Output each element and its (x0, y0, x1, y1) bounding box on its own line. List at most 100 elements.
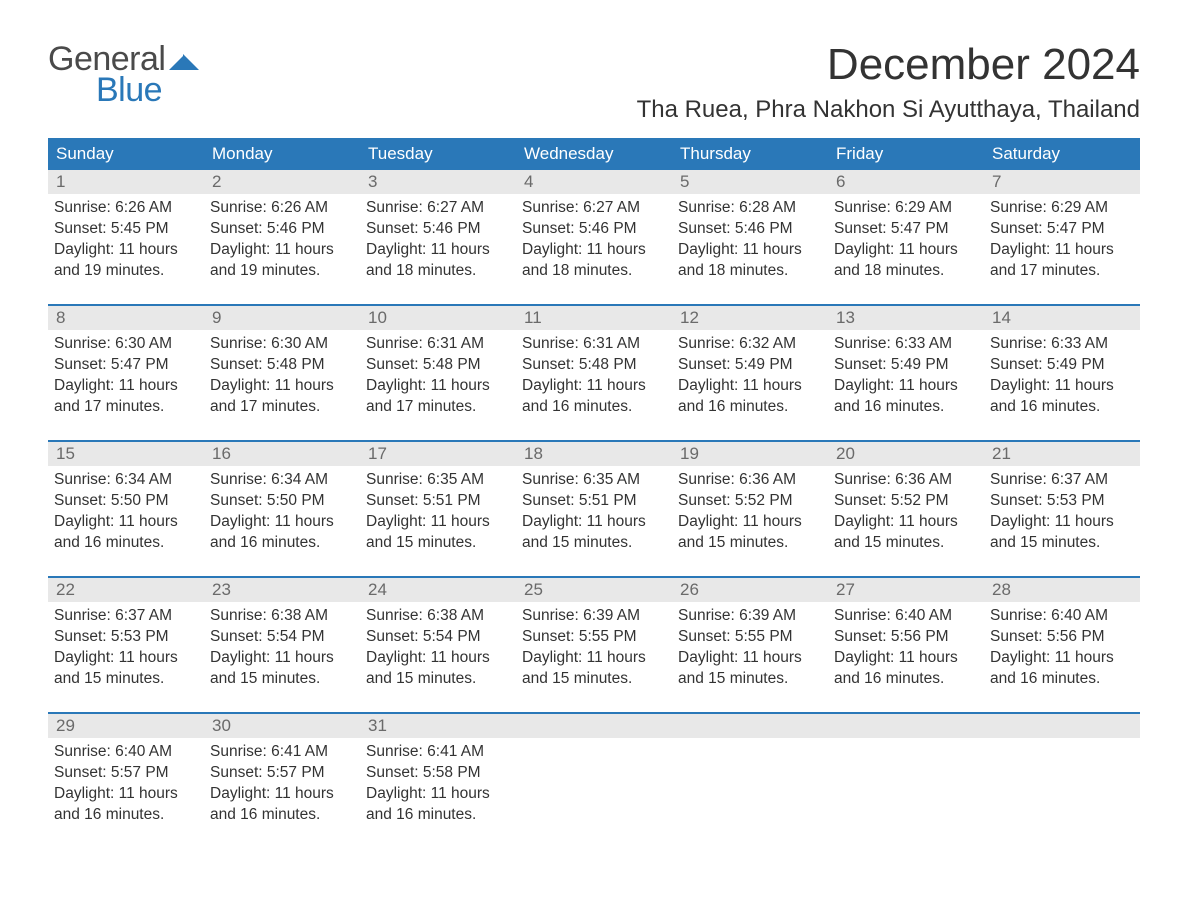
daylight-text: Daylight: 11 hours (678, 240, 822, 261)
day-details: Sunrise: 6:31 AMSunset: 5:48 PMDaylight:… (360, 330, 516, 422)
calendar-day: 18Sunrise: 6:35 AMSunset: 5:51 PMDayligh… (516, 442, 672, 562)
day-number: 20 (828, 442, 984, 466)
day-number: 13 (828, 306, 984, 330)
daylight-text: Daylight: 11 hours (366, 512, 510, 533)
day-number: 6 (828, 170, 984, 194)
day-details: Sunrise: 6:36 AMSunset: 5:52 PMDaylight:… (828, 466, 984, 558)
calendar-day: 28Sunrise: 6:40 AMSunset: 5:56 PMDayligh… (984, 578, 1140, 698)
daylight-text: and 16 minutes. (990, 397, 1134, 418)
day-number (516, 714, 672, 738)
day-details: Sunrise: 6:26 AMSunset: 5:46 PMDaylight:… (204, 194, 360, 286)
sunset-text: Sunset: 5:56 PM (990, 627, 1134, 648)
sunrise-text: Sunrise: 6:29 AM (834, 198, 978, 219)
daylight-text: Daylight: 11 hours (678, 648, 822, 669)
daylight-text: Daylight: 11 hours (210, 376, 354, 397)
day-details: Sunrise: 6:40 AMSunset: 5:56 PMDaylight:… (984, 602, 1140, 694)
daylight-text: Daylight: 11 hours (990, 376, 1134, 397)
day-details: Sunrise: 6:40 AMSunset: 5:57 PMDaylight:… (48, 738, 204, 830)
calendar-day: 14Sunrise: 6:33 AMSunset: 5:49 PMDayligh… (984, 306, 1140, 426)
sunset-text: Sunset: 5:55 PM (522, 627, 666, 648)
day-number (984, 714, 1140, 738)
calendar-day (516, 714, 672, 834)
daylight-text: Daylight: 11 hours (54, 784, 198, 805)
calendar-day: 23Sunrise: 6:38 AMSunset: 5:54 PMDayligh… (204, 578, 360, 698)
daylight-text: and 19 minutes. (210, 261, 354, 282)
day-details: Sunrise: 6:34 AMSunset: 5:50 PMDaylight:… (204, 466, 360, 558)
dow-wednesday: Wednesday (516, 138, 672, 170)
sunrise-text: Sunrise: 6:30 AM (210, 334, 354, 355)
sunset-text: Sunset: 5:56 PM (834, 627, 978, 648)
day-details: Sunrise: 6:39 AMSunset: 5:55 PMDaylight:… (672, 602, 828, 694)
calendar-day: 27Sunrise: 6:40 AMSunset: 5:56 PMDayligh… (828, 578, 984, 698)
day-details: Sunrise: 6:26 AMSunset: 5:45 PMDaylight:… (48, 194, 204, 286)
sunset-text: Sunset: 5:54 PM (366, 627, 510, 648)
daylight-text: Daylight: 11 hours (834, 376, 978, 397)
daylight-text: Daylight: 11 hours (210, 648, 354, 669)
daylight-text: and 17 minutes. (54, 397, 198, 418)
calendar-day: 29Sunrise: 6:40 AMSunset: 5:57 PMDayligh… (48, 714, 204, 834)
calendar-day: 17Sunrise: 6:35 AMSunset: 5:51 PMDayligh… (360, 442, 516, 562)
title-block: December 2024 Tha Ruea, Phra Nakhon Si A… (637, 40, 1140, 124)
day-details: Sunrise: 6:29 AMSunset: 5:47 PMDaylight:… (984, 194, 1140, 286)
sunset-text: Sunset: 5:55 PM (678, 627, 822, 648)
daylight-text: Daylight: 11 hours (990, 648, 1134, 669)
calendar-day: 1Sunrise: 6:26 AMSunset: 5:45 PMDaylight… (48, 170, 204, 290)
sunset-text: Sunset: 5:46 PM (522, 219, 666, 240)
day-number: 23 (204, 578, 360, 602)
day-number (672, 714, 828, 738)
logo: General Blue (48, 40, 199, 110)
logo-blue-text: Blue (96, 71, 199, 110)
daylight-text: Daylight: 11 hours (990, 240, 1134, 261)
calendar-week: 15Sunrise: 6:34 AMSunset: 5:50 PMDayligh… (48, 440, 1140, 562)
sunrise-text: Sunrise: 6:31 AM (366, 334, 510, 355)
day-number: 15 (48, 442, 204, 466)
daylight-text: Daylight: 11 hours (366, 376, 510, 397)
calendar-day: 8Sunrise: 6:30 AMSunset: 5:47 PMDaylight… (48, 306, 204, 426)
daylight-text: Daylight: 11 hours (54, 512, 198, 533)
sunset-text: Sunset: 5:48 PM (366, 355, 510, 376)
sunset-text: Sunset: 5:53 PM (990, 491, 1134, 512)
sunrise-text: Sunrise: 6:31 AM (522, 334, 666, 355)
dow-monday: Monday (204, 138, 360, 170)
calendar-day: 24Sunrise: 6:38 AMSunset: 5:54 PMDayligh… (360, 578, 516, 698)
daylight-text: Daylight: 11 hours (366, 784, 510, 805)
dow-sunday: Sunday (48, 138, 204, 170)
daylight-text: and 15 minutes. (210, 669, 354, 690)
sunrise-text: Sunrise: 6:39 AM (678, 606, 822, 627)
sunrise-text: Sunrise: 6:40 AM (834, 606, 978, 627)
daylight-text: Daylight: 11 hours (678, 512, 822, 533)
daylight-text: Daylight: 11 hours (522, 240, 666, 261)
daylight-text: and 18 minutes. (522, 261, 666, 282)
dow-friday: Friday (828, 138, 984, 170)
sunset-text: Sunset: 5:48 PM (210, 355, 354, 376)
sunset-text: Sunset: 5:52 PM (834, 491, 978, 512)
day-details: Sunrise: 6:30 AMSunset: 5:48 PMDaylight:… (204, 330, 360, 422)
sunset-text: Sunset: 5:58 PM (366, 763, 510, 784)
calendar-day: 26Sunrise: 6:39 AMSunset: 5:55 PMDayligh… (672, 578, 828, 698)
daylight-text: and 15 minutes. (366, 669, 510, 690)
sunrise-text: Sunrise: 6:40 AM (54, 742, 198, 763)
calendar-day: 6Sunrise: 6:29 AMSunset: 5:47 PMDaylight… (828, 170, 984, 290)
sunrise-text: Sunrise: 6:28 AM (678, 198, 822, 219)
sunrise-text: Sunrise: 6:41 AM (210, 742, 354, 763)
daylight-text: Daylight: 11 hours (834, 240, 978, 261)
sunset-text: Sunset: 5:57 PM (210, 763, 354, 784)
sunrise-text: Sunrise: 6:37 AM (990, 470, 1134, 491)
day-details: Sunrise: 6:41 AMSunset: 5:58 PMDaylight:… (360, 738, 516, 830)
daylight-text: Daylight: 11 hours (210, 240, 354, 261)
daylight-text: and 16 minutes. (54, 805, 198, 826)
sunrise-text: Sunrise: 6:33 AM (990, 334, 1134, 355)
sunrise-text: Sunrise: 6:36 AM (678, 470, 822, 491)
day-number: 24 (360, 578, 516, 602)
page-header: General Blue December 2024 Tha Ruea, Phr… (48, 40, 1140, 124)
calendar-day (672, 714, 828, 834)
sunset-text: Sunset: 5:46 PM (210, 219, 354, 240)
day-number: 30 (204, 714, 360, 738)
daylight-text: and 16 minutes. (522, 397, 666, 418)
day-details: Sunrise: 6:37 AMSunset: 5:53 PMDaylight:… (984, 466, 1140, 558)
sunset-text: Sunset: 5:54 PM (210, 627, 354, 648)
day-details: Sunrise: 6:35 AMSunset: 5:51 PMDaylight:… (360, 466, 516, 558)
calendar-day: 19Sunrise: 6:36 AMSunset: 5:52 PMDayligh… (672, 442, 828, 562)
day-details: Sunrise: 6:40 AMSunset: 5:56 PMDaylight:… (828, 602, 984, 694)
calendar-day: 16Sunrise: 6:34 AMSunset: 5:50 PMDayligh… (204, 442, 360, 562)
